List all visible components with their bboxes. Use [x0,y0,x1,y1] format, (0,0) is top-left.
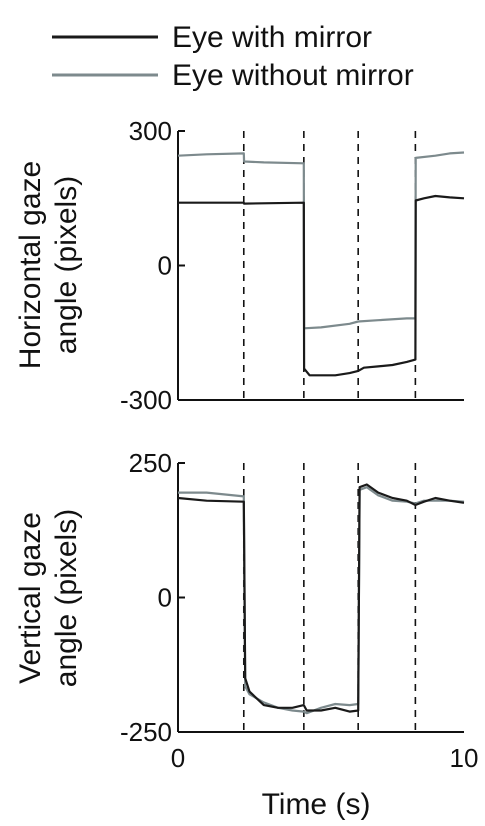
bottom-y-axis-label-line-1: Vertical gaze [14,512,47,684]
bottom-x-tick-label-0: 0 [171,743,185,773]
bottom-y-tick-label-0: 250 [129,448,172,478]
top-series-with-mirror [178,194,465,377]
bottom-x-tick-label-1: 10 [450,743,479,773]
x-axis-label: Time (s) [262,788,371,821]
top-y-tick-label-0: 300 [129,116,172,146]
horizontal-gaze-panel: Horizontal gaze angle (pixels) 300 0 -300 [14,116,465,415]
legend: Eye with mirror Eye without mirror [52,21,414,92]
legend-label-without-mirror: Eye without mirror [172,59,414,92]
bottom-y-tick-label-2: -250 [120,717,172,747]
top-y-tick-label-1: 0 [158,251,172,281]
top-y-tick-label-2: -300 [120,385,172,415]
top-series-without-mirror [177,151,465,330]
bottom-series-without-mirror [178,486,465,715]
bottom-y-axis-label-line-2: angle (pixels) [50,509,83,687]
bottom-series-with-mirror [177,483,465,713]
top-y-axis-label-line-1: Horizontal gaze [14,161,47,369]
top-y-axis-label-line-2: angle (pixels) [50,176,83,354]
top-y-axis-label: Horizontal gaze angle (pixels) [14,161,83,369]
bottom-y-tick-label-1: 0 [158,583,172,613]
bottom-y-axis-label: Vertical gaze angle (pixels) [14,509,83,687]
legend-label-with-mirror: Eye with mirror [172,21,372,54]
